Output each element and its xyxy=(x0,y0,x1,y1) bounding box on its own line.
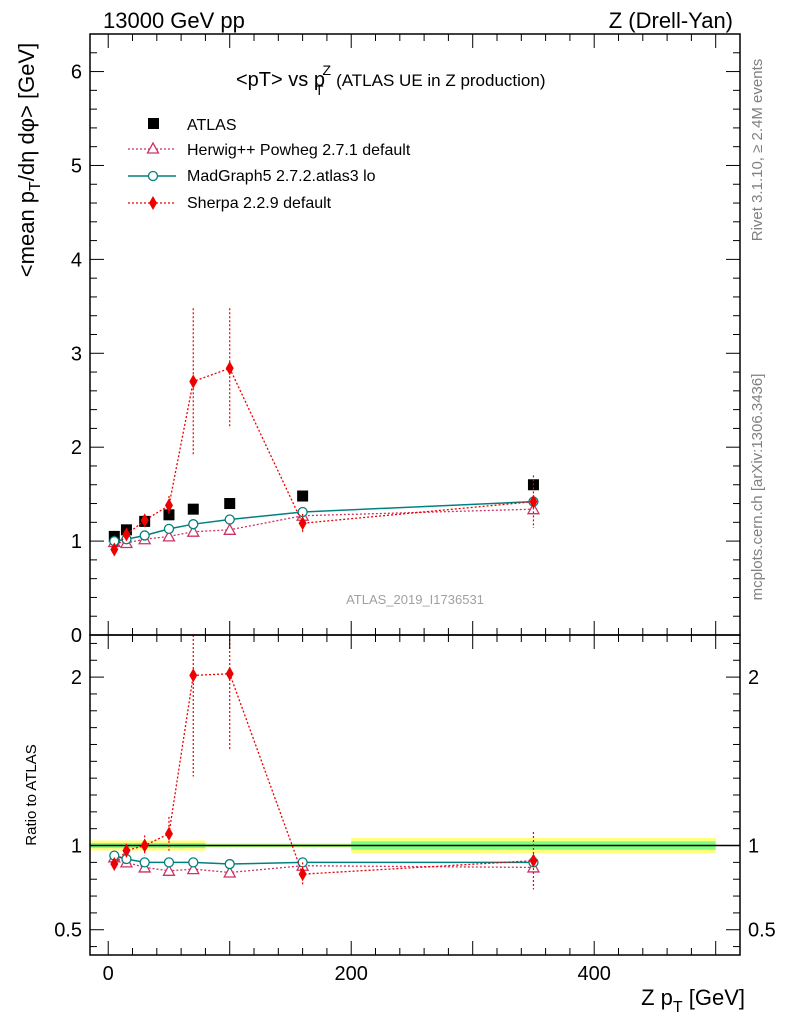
main-line-sherpa xyxy=(113,367,534,550)
main-point-sherpa-7 xyxy=(529,494,538,509)
ratio-ytick-label-left-1: 1 xyxy=(71,836,82,858)
main-point-sherpa-4 xyxy=(189,374,198,389)
main-ytick-label-0: 0 xyxy=(71,625,82,647)
main-point-madgraph5-2 xyxy=(139,530,150,541)
xlabel-sub: T xyxy=(673,999,683,1016)
ratio-line-madgraph5 xyxy=(114,854,534,865)
main-point-madgraph5-3 xyxy=(163,523,175,535)
chart-title-main: <pT> vs p xyxy=(236,69,325,91)
main-point-sherpa-3 xyxy=(164,498,173,513)
mcplots-label: mcplots.cern.ch [arXiv:1306.3436] xyxy=(749,374,766,601)
ratio-point-sherpa-1 xyxy=(122,843,131,858)
ratio-point-madgraph5-5 xyxy=(224,858,235,870)
chart-title-sub: T xyxy=(315,82,324,98)
legend-madgraph-label: MadGraph5 2.7.2.atlas3 lo xyxy=(187,168,376,185)
ratio-series-madgraph5 xyxy=(109,850,539,870)
xtick-label-0: 0 xyxy=(103,963,114,985)
main-point-atlas-5 xyxy=(224,498,236,510)
main-point-sherpa-0 xyxy=(110,542,119,557)
main-ytick-label-3: 3 xyxy=(71,343,82,365)
main-ytick-label-5: 5 xyxy=(71,155,82,177)
main-series-sherpa xyxy=(110,308,538,557)
ratio-ytick-label-right-0.5: 0.5 xyxy=(748,920,776,942)
ratio-point-sherpa-6 xyxy=(298,867,307,882)
main-line-herwig xyxy=(114,508,534,544)
main-point-herwig-5 xyxy=(223,522,237,535)
main-ylabel-a: <mean p xyxy=(14,191,39,277)
ratio-line-herwig xyxy=(114,856,534,874)
ratio-point-herwig-3 xyxy=(162,863,176,876)
ratio-point-sherpa-2 xyxy=(140,838,149,853)
ratio-ytick-label-left-2: 2 xyxy=(71,667,82,689)
main-point-sherpa-1 xyxy=(122,527,131,542)
ratio-point-herwig-4 xyxy=(186,862,200,875)
main-ytick-label-1: 1 xyxy=(71,531,82,553)
main-point-madgraph5-5 xyxy=(224,514,235,525)
main-point-herwig-3 xyxy=(162,529,176,542)
ratio-ytick-label-right-2: 2 xyxy=(748,667,759,689)
ratio-series-sherpa xyxy=(110,635,538,890)
header-left: 13000 GeV pp xyxy=(103,8,245,33)
legend-herwig-label: Herwig++ Powheg 2.7.1 default xyxy=(187,142,411,159)
xlabel: Z pT [GeV] xyxy=(641,985,745,1016)
xtick-label-400: 400 xyxy=(578,963,611,985)
legend-atlas-label: ATLAS xyxy=(187,117,237,134)
ratio-frame xyxy=(89,634,741,956)
header-right: Z (Drell-Yan) xyxy=(609,8,733,33)
main-ylabel-sub: T xyxy=(27,181,44,191)
plot-area: 0 200 400 0 1 2 3 4 5 6 0.5 0.5 1 1 2 2 xyxy=(54,33,776,985)
main-ytick-label-2: 2 xyxy=(71,437,82,459)
main-point-madgraph5-4 xyxy=(188,519,199,530)
main-point-atlas-6 xyxy=(297,490,309,502)
legend-madgraph-marker xyxy=(147,170,159,182)
main-ytick-label-4: 4 xyxy=(71,249,82,271)
xlabel-b: [GeV] xyxy=(683,985,745,1010)
main-point-atlas-4 xyxy=(187,503,199,515)
analysis-watermark: ATLAS_2019_I1736531 xyxy=(346,592,484,607)
ratio-ylabel: Ratio to ATLAS xyxy=(23,744,40,845)
ratio-point-madgraph5-2 xyxy=(139,857,150,868)
ratio-point-sherpa-4 xyxy=(189,668,198,683)
legend: ATLAS Herwig++ Powheg 2.7.1 default MadG… xyxy=(128,117,411,212)
xtick-label-200: 200 xyxy=(335,963,368,985)
ratio-ytick-label-left-0.5: 0.5 xyxy=(54,920,82,942)
chart-title-sup: Z xyxy=(323,62,332,78)
main-ylabel: <mean pT/dη dφ> [GeV] xyxy=(14,43,44,277)
legend-atlas-marker xyxy=(148,118,159,129)
legend-herwig-marker xyxy=(146,141,160,154)
ratio-point-madgraph5-3 xyxy=(163,857,175,868)
main-point-sherpa-2 xyxy=(140,513,149,528)
legend-sherpa-marker xyxy=(149,196,157,210)
ratio-point-sherpa-0 xyxy=(110,857,119,872)
ratio-point-sherpa-7 xyxy=(529,853,538,868)
main-ytick-label-6: 6 xyxy=(71,62,82,84)
main-point-atlas-3 xyxy=(163,509,175,521)
main-point-sherpa-6 xyxy=(298,516,307,531)
ratio-point-herwig-5 xyxy=(223,865,237,878)
main-point-herwig-4 xyxy=(186,524,200,537)
rivet-label: Rivet 3.1.10, ≥ 2.4M events xyxy=(749,59,766,242)
legend-sherpa-label: Sherpa 2.2.9 default xyxy=(187,195,332,212)
main-ylabel-b: /dη dφ> [GeV] xyxy=(14,43,39,181)
ratio-point-sherpa-5 xyxy=(225,666,234,681)
main-point-sherpa-5 xyxy=(225,361,234,376)
chart-title-paren: (ATLAS UE in Z production) xyxy=(336,71,545,90)
xlabel-a: Z p xyxy=(641,985,673,1010)
ratio-point-madgraph5-4 xyxy=(188,857,199,868)
ratio-ytick-label-right-1: 1 xyxy=(748,836,759,858)
ratio-point-sherpa-3 xyxy=(164,826,173,841)
chart-title: <pT> vs pTZ(ATLAS UE in Z production) xyxy=(236,62,546,98)
